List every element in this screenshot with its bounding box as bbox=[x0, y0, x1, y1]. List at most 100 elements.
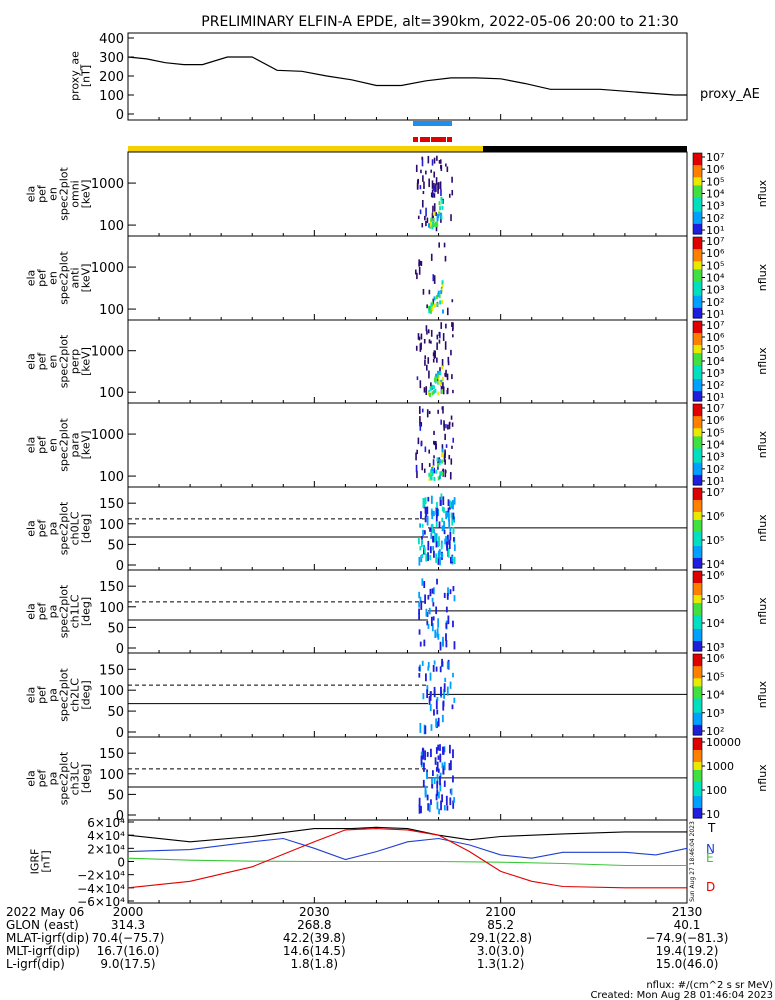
ch2LC-colorbar-cell bbox=[693, 702, 702, 706]
anti-colorbar-cell bbox=[693, 315, 702, 319]
ch2LC-colorbar-label: nflux bbox=[756, 680, 769, 708]
ch1LC-colorbar-tick-label: 10⁶ bbox=[706, 569, 725, 582]
ch1LC-colorbar-cell bbox=[693, 609, 702, 612]
omni-colorbar-cell bbox=[693, 211, 702, 215]
para-data-pixel bbox=[419, 409, 421, 414]
ch1LC-data-pixel bbox=[420, 600, 423, 610]
omni-data-pixel bbox=[435, 212, 438, 217]
ch3LC-data-pixel bbox=[431, 784, 434, 789]
ch0LC-ytick-label: 50 bbox=[107, 538, 124, 553]
omni-colorbar-label-group: nflux bbox=[756, 179, 769, 207]
perp-data-pixel bbox=[441, 358, 444, 367]
para-data-pixel bbox=[433, 441, 436, 446]
ch0LC-data-pixel bbox=[442, 496, 445, 506]
ch3LC-colorbar-cell bbox=[693, 782, 702, 785]
ch2LC-ylabel-line: spec2plot bbox=[58, 668, 71, 722]
omni-data-pixel bbox=[428, 178, 430, 188]
ch0LC-colorbar-cell bbox=[693, 510, 702, 513]
omni-data-pixel bbox=[431, 159, 434, 166]
igrf-ytick-label: −4×10⁴ bbox=[77, 882, 125, 896]
para-data-pixel bbox=[437, 476, 440, 481]
para-colorbar-cell bbox=[693, 406, 702, 409]
x-axis-value-glon: 268.8 bbox=[297, 918, 331, 932]
ch2LC-data-pixel bbox=[432, 664, 435, 672]
ch3LC-colorbar-tick-label: 1000 bbox=[706, 760, 734, 773]
plot-title: PRELIMINARY ELFIN-A EPDE, alt=390km, 202… bbox=[201, 14, 678, 30]
ch1LC-colorbar-cell bbox=[693, 573, 702, 576]
ch2LC-colorbar-cell bbox=[693, 658, 702, 661]
omni-data-pixel bbox=[421, 200, 424, 208]
omni-colorbar-cell bbox=[693, 183, 702, 186]
perp-data-pixel bbox=[423, 387, 426, 393]
ch2LC-colorbar-cell bbox=[693, 668, 702, 671]
science-zone-bar-red bbox=[447, 137, 452, 142]
anti-ytick-label: 100 bbox=[99, 303, 124, 318]
anti-colorbar-cell bbox=[693, 271, 702, 275]
perp-colorbar-cell bbox=[693, 387, 702, 390]
ch3LC-colorbar-cell bbox=[693, 804, 702, 807]
ch1LC-data-pixel bbox=[452, 586, 455, 592]
ch0LC-data-pixel bbox=[421, 539, 423, 548]
perp-data-pixel bbox=[434, 350, 436, 359]
x-axis-value-time: 2100 bbox=[485, 905, 516, 919]
perp-data-pixel bbox=[428, 370, 430, 379]
ch1LC-colorbar-tick-label: 10⁴ bbox=[706, 617, 725, 630]
ch3LC-colorbar-cell bbox=[693, 816, 702, 819]
perp-colorbar-cell bbox=[693, 329, 702, 332]
ch2LC-data-pixel bbox=[443, 683, 446, 693]
ch2LC-data-pixel bbox=[426, 689, 429, 699]
perp-data-pixel bbox=[435, 373, 438, 378]
ch3LC-colorbar-cell bbox=[693, 752, 702, 755]
ch2LC-colorbar-cell bbox=[693, 712, 702, 716]
ch2LC-colorbar-cell bbox=[693, 732, 702, 736]
ch3LC-colorbar-cell bbox=[693, 744, 702, 747]
omni-data-pixel bbox=[451, 190, 454, 196]
para-data-pixel bbox=[419, 419, 421, 427]
anti-data-pixel bbox=[441, 283, 444, 288]
perp-ytick-label: 100 bbox=[99, 386, 124, 401]
ch1LC-data-pixel bbox=[439, 641, 442, 651]
ch1LC-data-pixel bbox=[442, 639, 444, 646]
para-colorbar-cell bbox=[693, 476, 702, 480]
para-data-pixel bbox=[443, 420, 445, 427]
omni-colorbar-cell bbox=[693, 203, 702, 207]
para-data-pixel bbox=[436, 457, 439, 462]
ch0LC-data-pixel bbox=[435, 533, 438, 541]
ch2LC-data-pixel bbox=[429, 672, 432, 681]
omni-colorbar-cell bbox=[693, 213, 702, 217]
ch2LC-colorbar-cell bbox=[693, 706, 702, 710]
ch2LC-data-pixel bbox=[444, 677, 447, 683]
omni-data-pixel bbox=[415, 164, 418, 172]
ch3LC-data-pixel bbox=[449, 760, 452, 771]
anti-data-pixel bbox=[416, 272, 418, 280]
anti-colorbar-cell bbox=[693, 305, 702, 309]
omni-colorbar-cell bbox=[693, 159, 702, 162]
para-data-pixel bbox=[450, 458, 453, 465]
para-data-pixel bbox=[416, 449, 418, 455]
perp-data-pixel bbox=[415, 345, 418, 351]
ch1LC-colorbar-cell bbox=[693, 637, 702, 640]
proxy-ae-ytick-label: 400 bbox=[99, 32, 124, 47]
para-colorbar-cell bbox=[693, 450, 702, 454]
ch1LC-frame bbox=[127, 569, 688, 654]
omni-colorbar-tick-label: 10⁶ bbox=[706, 163, 725, 176]
ch0LC-ytick-label: 0 bbox=[116, 559, 124, 574]
anti-data-pixel bbox=[418, 266, 421, 275]
ch3LC-colorbar-cell bbox=[693, 786, 702, 789]
igrf-series-label-N: N bbox=[706, 842, 715, 856]
omni-data-pixel bbox=[428, 223, 431, 228]
ch0LC-colorbar-cell bbox=[693, 508, 702, 511]
perp-data-pixel bbox=[432, 390, 435, 395]
ch0LC-data-pixel bbox=[435, 539, 438, 548]
ch0LC-colorbar-cell bbox=[693, 512, 702, 515]
anti-colorbar-cell bbox=[693, 311, 702, 315]
perp-colorbar-cell bbox=[693, 361, 702, 364]
para-data-pixel bbox=[436, 462, 439, 467]
ch2LC-colorbar-cell bbox=[693, 708, 702, 712]
ch3LC-data-pixel bbox=[452, 749, 454, 759]
anti-colorbar-cell bbox=[693, 281, 702, 285]
anti-colorbar-cell bbox=[693, 259, 702, 262]
perp-data-pixel bbox=[444, 341, 447, 350]
perp-data-pixel bbox=[433, 350, 436, 359]
